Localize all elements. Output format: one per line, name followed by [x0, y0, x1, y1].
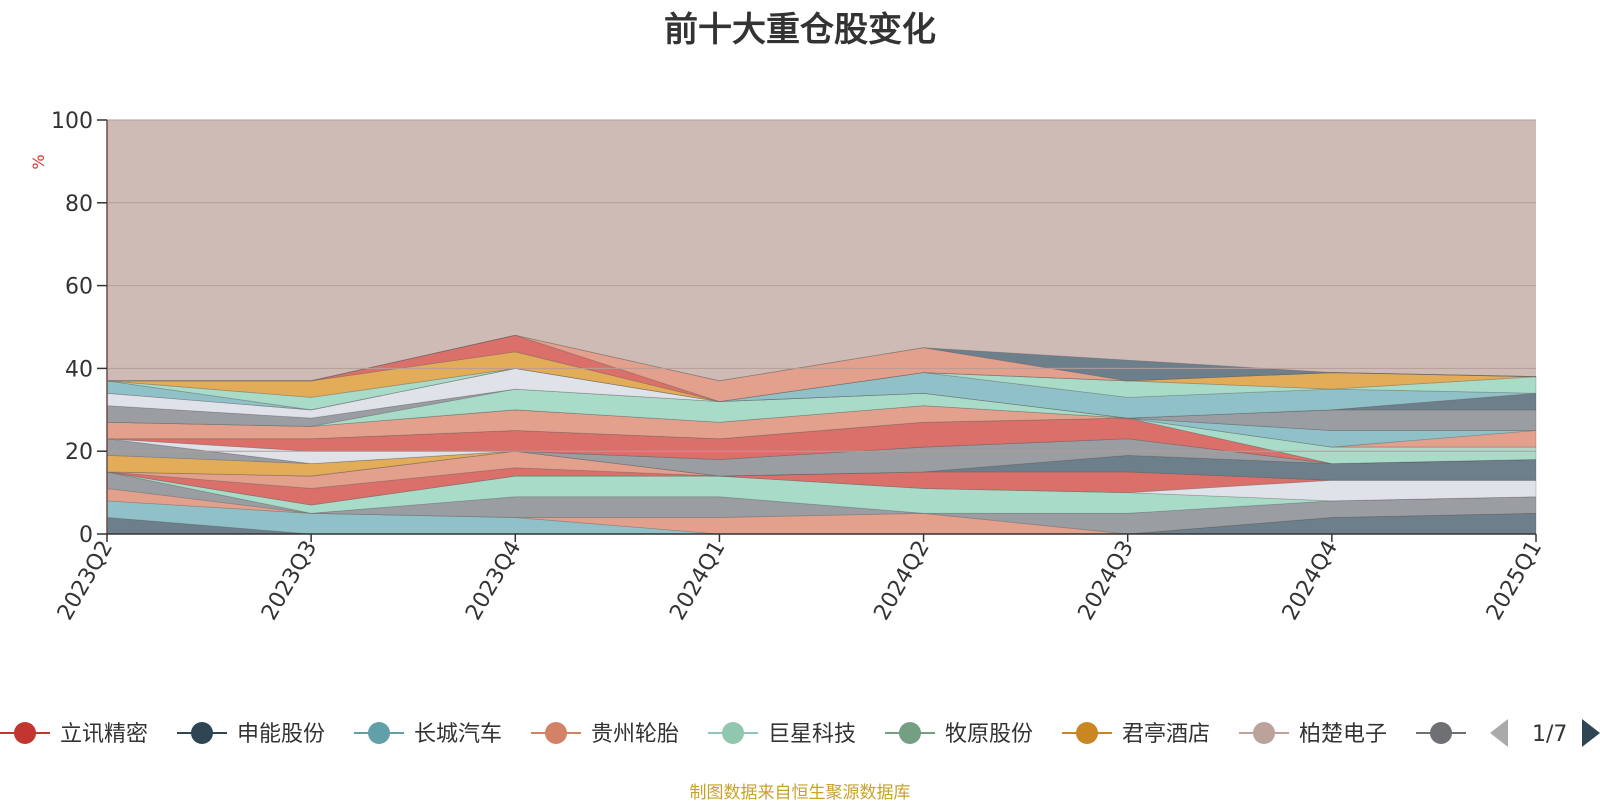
legend-marker-icon — [722, 722, 744, 744]
legend-item[interactable]: 君亭酒店 — [1062, 722, 1210, 747]
legend-label: 君亭酒店 — [1122, 722, 1210, 747]
legend-item[interactable]: 贵州轮胎 — [531, 722, 679, 747]
legend-marker-icon — [14, 722, 36, 744]
legend-item[interactable]: 长城汽车 — [354, 722, 502, 747]
x-tick-label: 2023Q2 — [53, 537, 118, 625]
legend-label: 立讯精密 — [60, 722, 148, 747]
legend-page-indicator: 1/7 — [1532, 722, 1567, 747]
grid-lines — [107, 119, 1536, 452]
legend-item[interactable]: 巨星科技 — [708, 722, 856, 747]
legend-label: 贵州轮胎 — [591, 722, 679, 747]
legend-marker-icon — [368, 722, 390, 744]
legend-marker-icon — [899, 722, 921, 744]
area-series-layer-z — [107, 334, 1537, 382]
triangle-left-icon[interactable] — [1490, 719, 1508, 747]
legend-item[interactable]: 申能股份 — [177, 722, 325, 747]
y-tick-label: 100 — [51, 109, 93, 134]
area-series-layer-n — [107, 417, 1537, 465]
legend-pager: 1/7 — [1490, 719, 1600, 747]
legend-marker-icon — [1076, 722, 1098, 744]
legend-item[interactable]: 柏楚电子 — [1239, 722, 1387, 747]
y-tick-label: 0 — [79, 523, 93, 548]
x-tick-label: 2024Q1 — [665, 537, 730, 625]
x-tick-label: 2024Q2 — [869, 537, 934, 625]
y-axis-unit-label: % — [29, 154, 48, 169]
y-tick-label: 40 — [65, 357, 93, 382]
legend-item[interactable]: 中 — [1416, 722, 1498, 747]
legend-marker-icon — [1253, 722, 1275, 744]
legend-label: 柏楚电子 — [1299, 722, 1387, 747]
legend-label: 申能股份 — [237, 722, 325, 747]
stacked-areas — [106, 334, 1537, 535]
legend-marker-icon — [1430, 722, 1452, 744]
y-tick-label: 60 — [65, 275, 93, 300]
legend-item[interactable]: 立讯精密 — [0, 722, 148, 747]
triangle-right-icon[interactable] — [1582, 719, 1600, 747]
x-tick-label: 2023Q4 — [461, 537, 526, 625]
x-tick-label: 2025Q1 — [1482, 537, 1547, 625]
x-tick-label: 2023Q3 — [257, 537, 322, 625]
x-tick-label: 2024Q3 — [1074, 537, 1139, 625]
chart-title: 前十大重仓股变化 — [664, 10, 936, 50]
legend-marker-icon — [191, 722, 213, 744]
x-tick-label: 2024Q4 — [1278, 537, 1343, 625]
legend-label: 长城汽车 — [414, 722, 502, 747]
y-tick-label: 80 — [65, 192, 93, 217]
source-note: 制图数据来自恒生聚源数据库 — [689, 783, 911, 803]
legend-label: 牧原股份 — [945, 722, 1033, 747]
legend-item[interactable]: 牧原股份 — [885, 722, 1033, 747]
y-tick-label: 20 — [65, 440, 93, 465]
legend-label: 巨星科技 — [768, 722, 856, 747]
legend-marker-icon — [545, 722, 567, 744]
legend: 立讯精密 申能股份 长城汽车 贵州轮胎 巨星科技 牧原股份 君亭酒店 柏楚电子 中 — [0, 722, 1498, 747]
